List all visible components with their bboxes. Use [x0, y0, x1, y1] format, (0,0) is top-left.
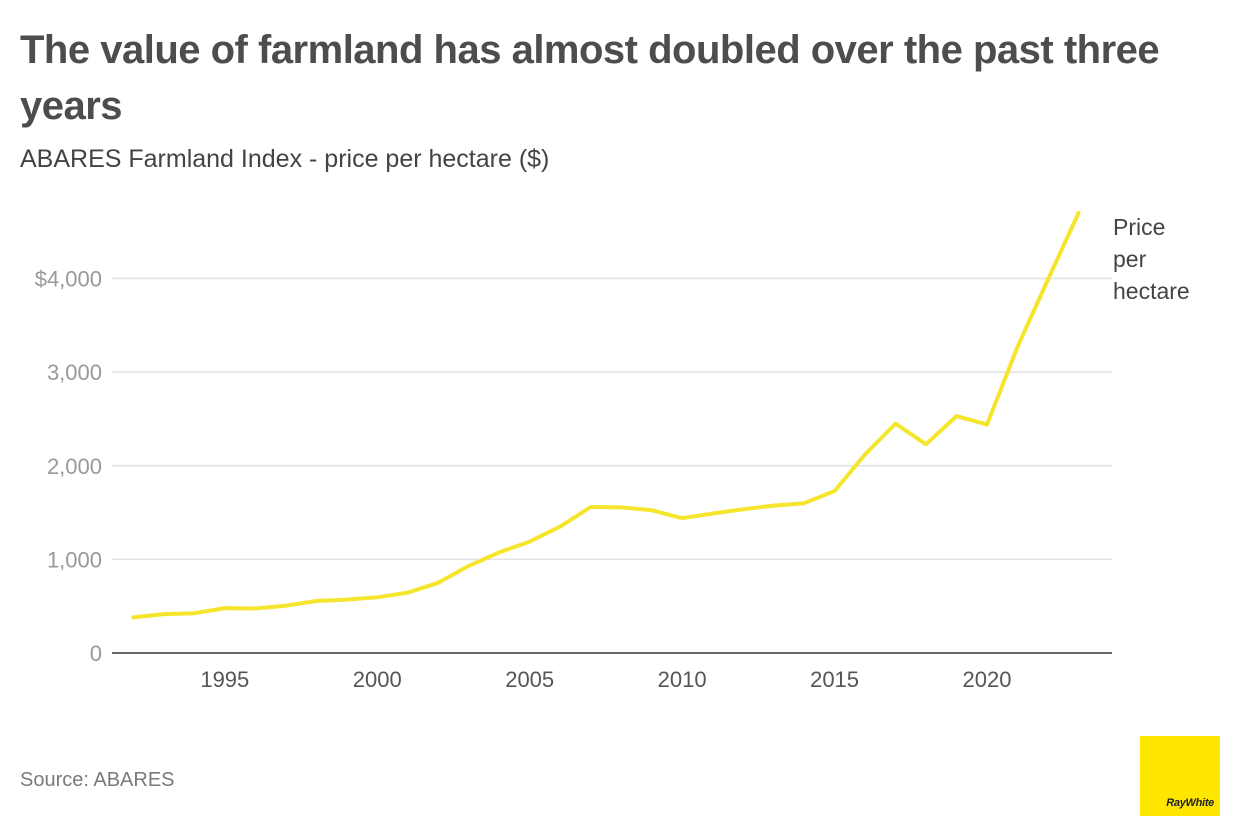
data-point-2016: [863, 453, 867, 457]
data-point-2023: [1076, 211, 1080, 215]
y-tick-label-3000: 3,000: [47, 360, 102, 385]
raywhite-logo: RayWhite: [1140, 736, 1220, 816]
data-point-2009: [650, 508, 654, 512]
series-label-line: hectare: [1113, 278, 1190, 304]
series-label-line: per: [1113, 246, 1147, 272]
series-label: Price per hectare: [1113, 214, 1190, 304]
y-tick-label-1000: 1,000: [47, 547, 102, 572]
data-point-1995: [223, 606, 227, 610]
data-point-2005: [528, 540, 532, 544]
chart-title: The value of farmland has almost doubled…: [20, 28, 1160, 128]
data-point-2004: [497, 550, 501, 554]
data-point-2012: [741, 507, 745, 511]
data-point-1994: [192, 611, 196, 615]
data-point-1996: [253, 607, 257, 611]
data-point-2020: [985, 423, 989, 427]
data-point-2003: [467, 564, 471, 568]
y-tick-label-0: 0: [90, 641, 102, 666]
data-point-2002: [436, 581, 440, 585]
data-point-2000: [375, 595, 379, 599]
data-point-2007: [589, 505, 593, 509]
data-point-2014: [802, 501, 806, 505]
series-points: [131, 211, 1080, 619]
x-tick-label-2000: 2000: [353, 667, 402, 692]
source-note: Source: ABARES: [20, 769, 175, 791]
x-axis-ticks: 1995 2000 2005 2010 2015 2020: [200, 667, 1011, 692]
data-point-2001: [406, 591, 410, 595]
data-point-2011: [711, 512, 715, 516]
x-tick-label-1995: 1995: [200, 667, 249, 692]
y-tick-label-2000: 2,000: [47, 454, 102, 479]
data-point-1997: [284, 604, 288, 608]
logo-text: RayWhite: [1166, 797, 1214, 809]
line-chart: 0 1,000 2,000 3,000 $4,000 1995 2000 2005 2010 2…: [35, 211, 1190, 692]
series-label-line: Price: [1113, 214, 1165, 240]
x-tick-label-2015: 2015: [810, 667, 859, 692]
data-point-2006: [558, 525, 562, 529]
data-point-2021: [1015, 345, 1019, 349]
data-point-2013: [772, 504, 776, 508]
x-tick-label-2010: 2010: [658, 667, 707, 692]
x-tick-label-2005: 2005: [505, 667, 554, 692]
data-point-2022: [1046, 277, 1050, 281]
data-point-1999: [345, 598, 349, 602]
data-point-2008: [619, 505, 623, 509]
data-point-2019: [955, 414, 959, 418]
data-point-2015: [833, 489, 837, 493]
y-axis-ticks: 0 1,000 2,000 3,000 $4,000: [35, 267, 102, 666]
y-tick-label-4000: $4,000: [35, 267, 102, 292]
gridlines: [112, 277, 1112, 561]
x-tick-label-2020: 2020: [963, 667, 1012, 692]
data-point-1992: [131, 615, 135, 619]
data-point-1998: [314, 599, 318, 603]
data-point-1993: [162, 612, 166, 616]
data-point-2010: [680, 516, 684, 520]
series-line-price-per-hectare: [131, 211, 1081, 620]
data-point-2017: [894, 422, 898, 426]
chart-subtitle: ABARES Farmland Index - price per hectar…: [20, 145, 550, 173]
data-point-2018: [924, 442, 928, 446]
